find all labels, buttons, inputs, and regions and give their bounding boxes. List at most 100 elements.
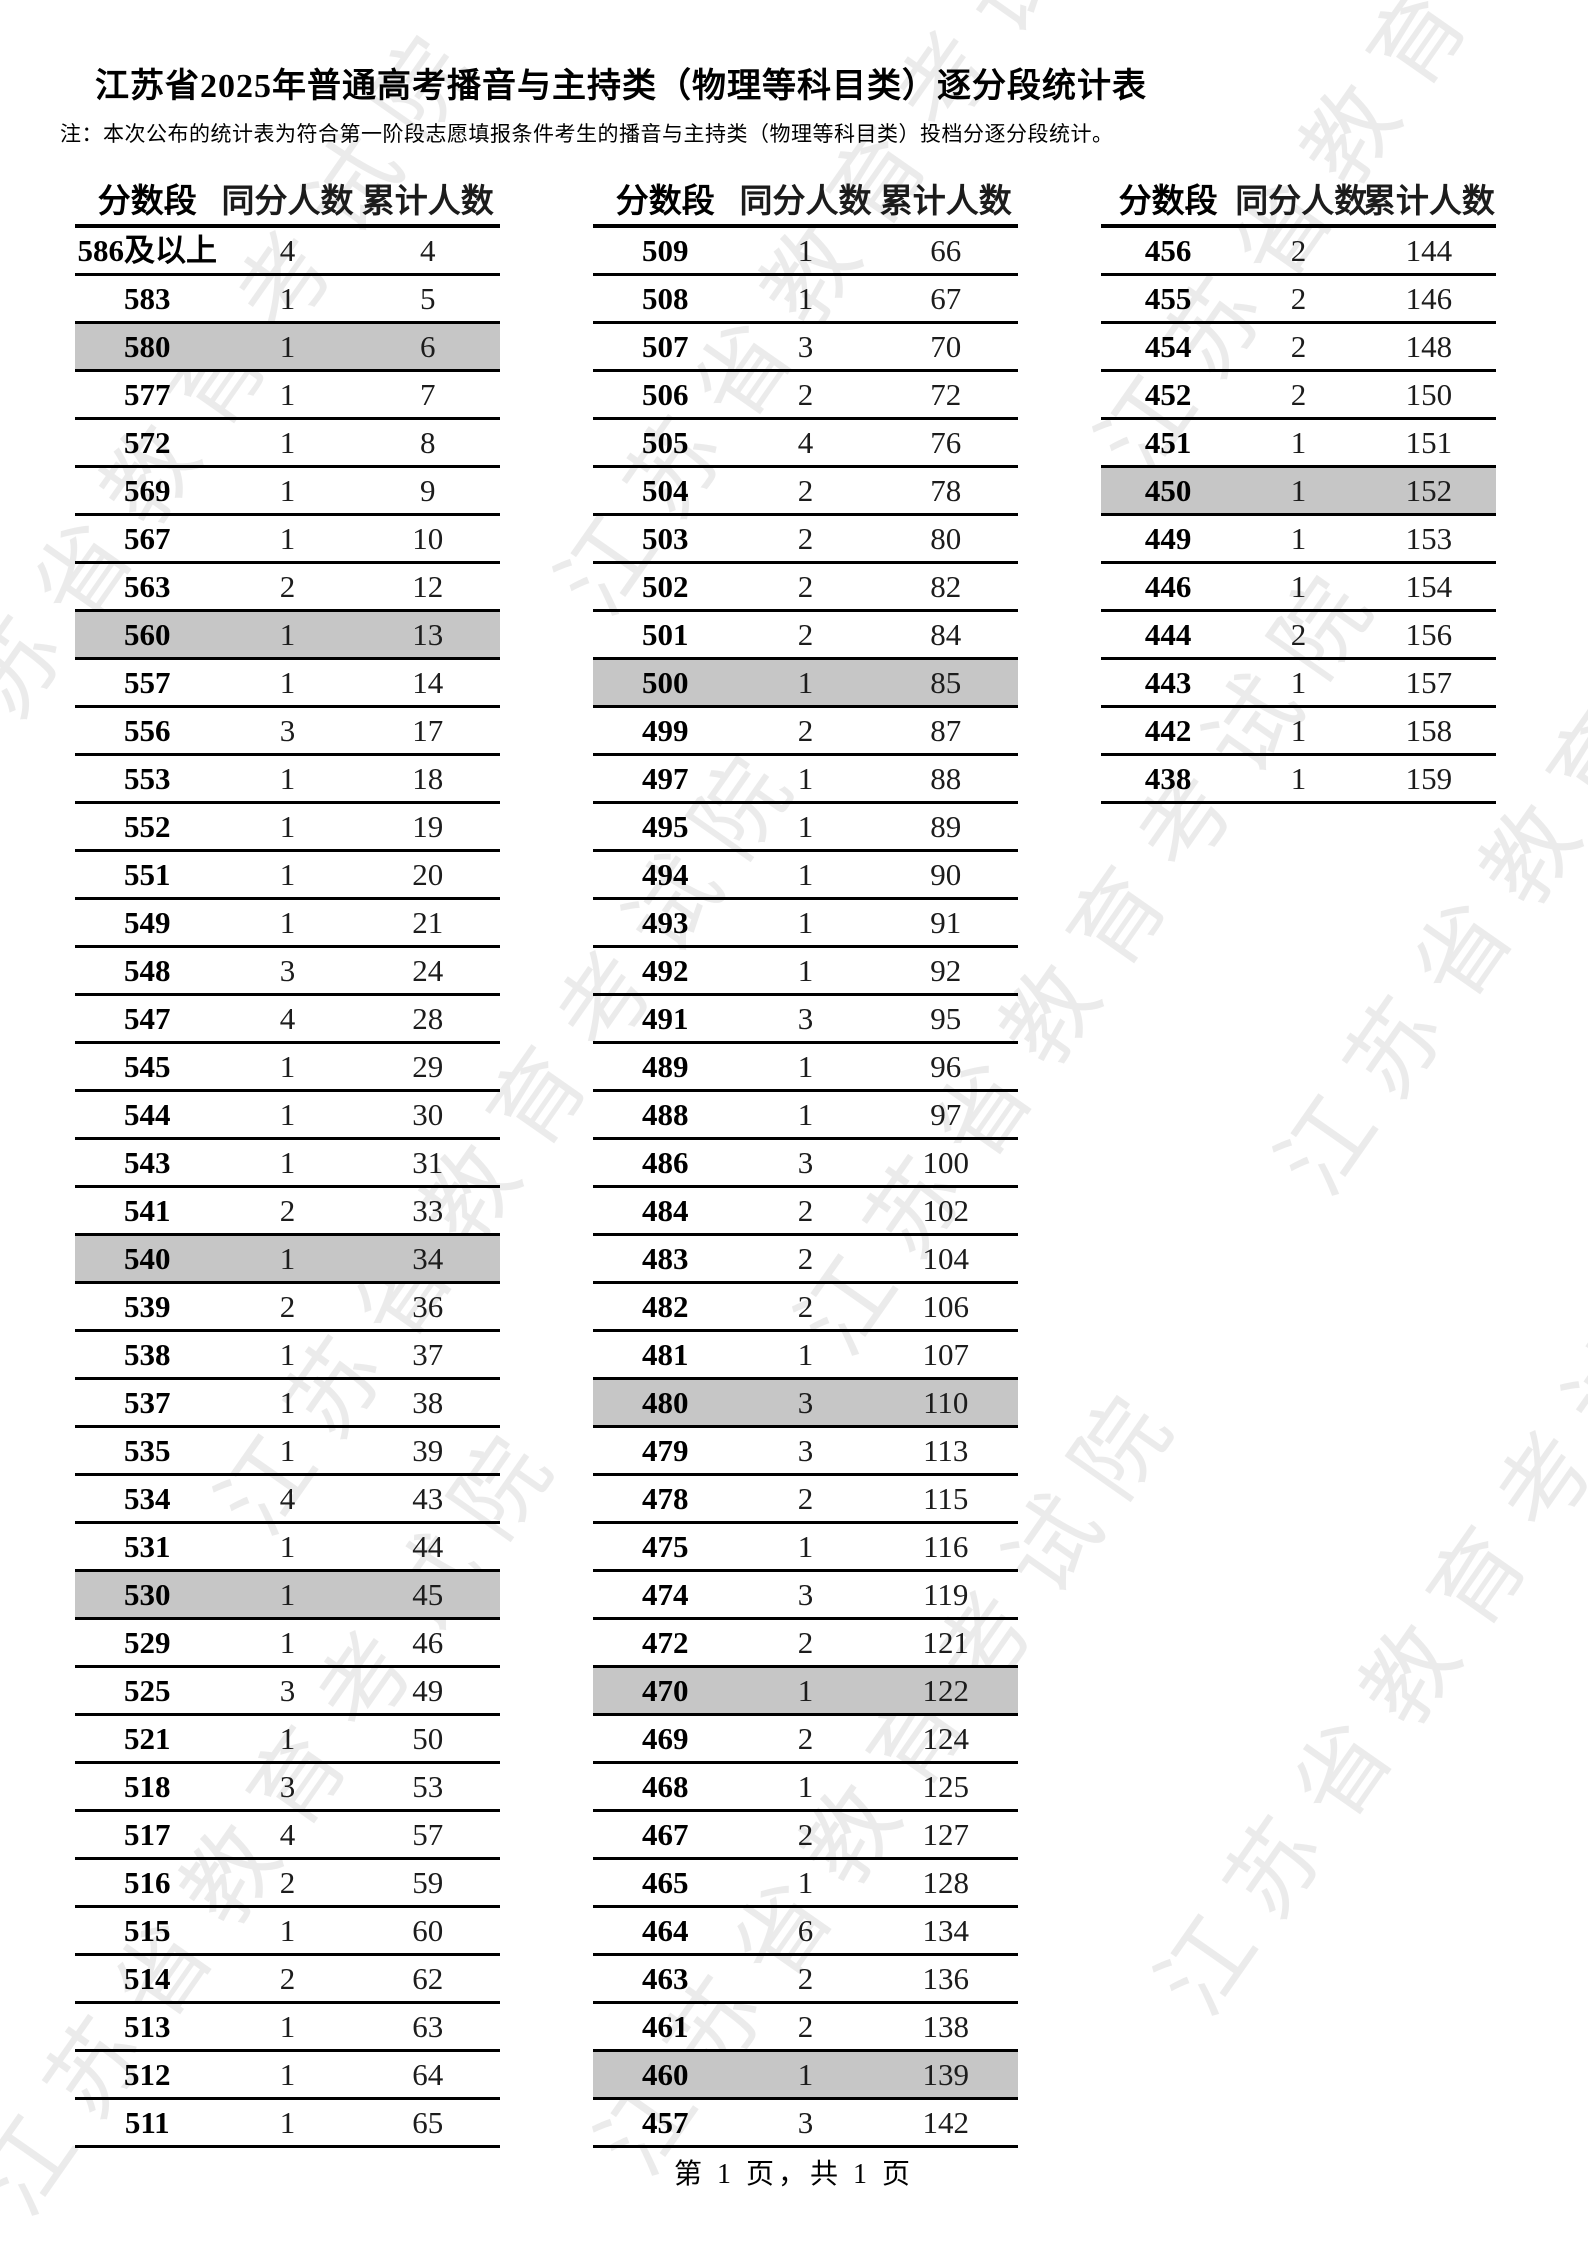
- count-cell: 1: [279, 1241, 296, 1276]
- count-cell: 3: [797, 1001, 814, 1036]
- table-row: 488 1 97: [593, 1092, 1018, 1140]
- count-cell: 1: [797, 233, 814, 268]
- score-cell: 516: [124, 1865, 171, 1900]
- cumulative-cell: 104: [922, 1241, 970, 1276]
- count-cell: 4: [797, 425, 814, 460]
- count-cell: 3: [279, 713, 296, 748]
- count-cell: 1: [279, 905, 296, 940]
- count-cell: 1: [1290, 569, 1307, 604]
- score-cell: 506: [642, 377, 689, 412]
- cumulative-cell: 154: [1405, 569, 1453, 604]
- table-row: 553 1 18: [75, 756, 500, 804]
- cumulative-cell: 19: [412, 809, 444, 844]
- cumulative-cell: 67: [930, 281, 962, 316]
- cumulative-cell: 38: [412, 1385, 444, 1420]
- score-cell: 551: [124, 857, 171, 892]
- score-cell: 491: [642, 1001, 689, 1036]
- column-header: 累计人数: [361, 182, 494, 219]
- count-cell: 2: [279, 569, 296, 604]
- score-cell: 438: [1144, 761, 1192, 796]
- table-row: 525 3 49: [75, 1668, 500, 1716]
- score-cell: 511: [124, 2105, 170, 2140]
- score-cell: 557: [124, 665, 171, 700]
- table-row: 580 1 6: [75, 324, 500, 372]
- column-header: 分数段: [97, 182, 197, 219]
- count-cell: 2: [797, 1241, 814, 1276]
- table-row: 470 1 122: [593, 1668, 1018, 1716]
- table-row: 467 2 127: [593, 1812, 1018, 1860]
- table-row: 472 2 121: [593, 1620, 1018, 1668]
- score-cell: 548: [124, 953, 171, 988]
- count-cell: 4: [279, 1481, 296, 1516]
- table-row: 557 1 14: [75, 660, 500, 708]
- count-cell: 1: [279, 377, 296, 412]
- count-cell: 1: [1290, 713, 1307, 748]
- table-row: 474 3 119: [593, 1572, 1018, 1620]
- table-row: 586及以上 4 4: [75, 228, 500, 276]
- cumulative-cell: 116: [923, 1529, 969, 1564]
- score-cell: 467: [642, 1817, 689, 1852]
- score-cell: 537: [124, 1385, 171, 1420]
- count-cell: 3: [279, 1769, 296, 1804]
- score-cell: 494: [642, 857, 689, 892]
- cumulative-cell: 122: [922, 1673, 970, 1708]
- cumulative-cell: 31: [412, 1145, 444, 1180]
- cumulative-cell: 128: [922, 1865, 970, 1900]
- score-cell: 560: [124, 617, 171, 652]
- count-cell: 1: [797, 1337, 814, 1372]
- score-cell: 586及以上: [77, 233, 218, 268]
- table-row: 456 2 144: [1101, 228, 1496, 276]
- count-cell: 1: [797, 953, 814, 988]
- table-row: 583 1 5: [75, 276, 500, 324]
- score-cell: 501: [642, 617, 689, 652]
- count-cell: 1: [279, 329, 296, 364]
- cumulative-cell: 8: [420, 425, 436, 460]
- count-cell: 6: [797, 1913, 814, 1948]
- cumulative-cell: 127: [922, 1817, 970, 1852]
- count-cell: 1: [279, 1577, 296, 1612]
- table-row: 484 2 102: [593, 1188, 1018, 1236]
- score-cell: 444: [1144, 617, 1192, 652]
- count-cell: 2: [797, 1961, 814, 1996]
- cumulative-cell: 85: [930, 665, 962, 700]
- count-cell: 3: [279, 1673, 296, 1708]
- cumulative-cell: 34: [412, 1241, 444, 1276]
- cumulative-cell: 60: [412, 1913, 444, 1948]
- score-cell: 583: [124, 281, 171, 316]
- table-row: 538 1 37: [75, 1332, 500, 1380]
- count-cell: 1: [1290, 761, 1307, 796]
- cumulative-cell: 115: [923, 1481, 969, 1516]
- table-row: 501 2 84: [593, 612, 1018, 660]
- cumulative-cell: 13: [412, 617, 444, 652]
- score-cell: 538: [124, 1337, 171, 1372]
- cumulative-cell: 87: [930, 713, 962, 748]
- cumulative-cell: 57: [412, 1817, 444, 1852]
- table-row: 455 2 146: [1101, 276, 1496, 324]
- count-cell: 2: [797, 521, 814, 556]
- column-header: 分数段: [615, 182, 715, 219]
- score-cell: 577: [124, 377, 171, 412]
- table-row: 548 3 24: [75, 948, 500, 996]
- score-cell: 513: [124, 2009, 171, 2044]
- score-cell: 545: [124, 1049, 171, 1084]
- count-cell: 2: [279, 1193, 296, 1228]
- score-cell: 521: [124, 1721, 171, 1756]
- cumulative-cell: 157: [1405, 665, 1453, 700]
- count-cell: 1: [797, 857, 814, 892]
- table-row: 515 1 60: [75, 1908, 500, 1956]
- count-cell: 1: [279, 1385, 296, 1420]
- count-cell: 1: [279, 2105, 296, 2140]
- score-table-1: 分数段 同分人数 累计人数 586及以上 4 4 583 1 5 580 1 6 577 1 7 572 1 8 5…: [75, 178, 500, 2148]
- score-cell: 484: [642, 1193, 689, 1228]
- tables-container: 分数段 同分人数 累计人数 586及以上 4 4 583 1 5 580 1 6 577 1 7 572 1 8 5…: [75, 178, 1496, 2148]
- count-cell: 1: [797, 2057, 814, 2092]
- table-row: 478 2 115: [593, 1476, 1018, 1524]
- count-cell: 1: [279, 521, 296, 556]
- count-cell: 2: [797, 1721, 814, 1756]
- count-cell: 1: [279, 425, 296, 460]
- count-cell: 2: [797, 1625, 814, 1660]
- cumulative-cell: 50: [412, 1721, 444, 1756]
- count-cell: 2: [1290, 233, 1307, 268]
- cumulative-cell: 153: [1405, 521, 1453, 556]
